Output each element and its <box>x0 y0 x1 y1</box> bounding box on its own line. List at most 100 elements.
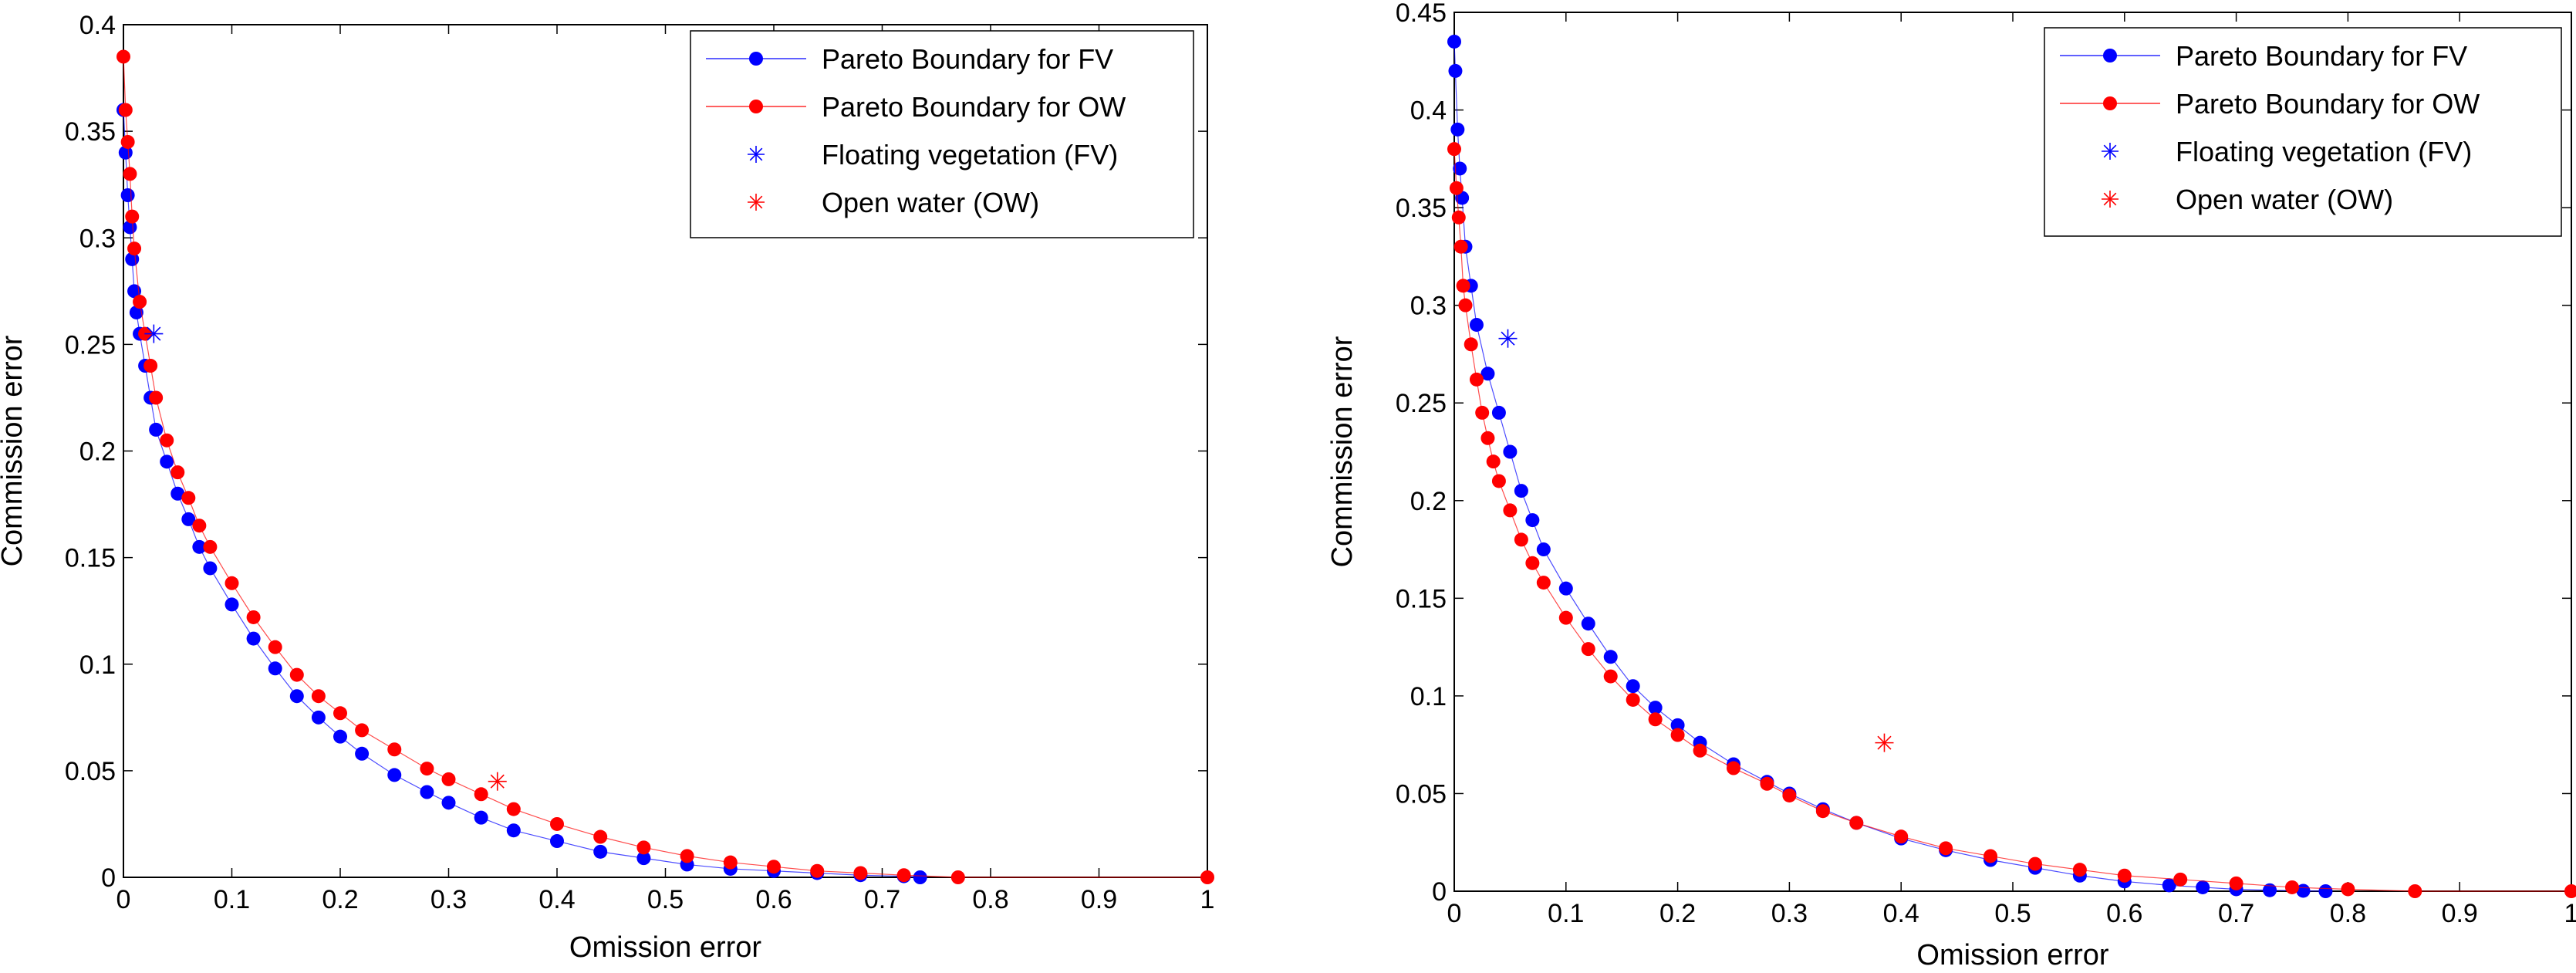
legend-marker <box>749 100 763 113</box>
legend-marker <box>2103 96 2117 110</box>
data-point <box>160 433 174 448</box>
data-point <box>133 295 147 309</box>
star-marker <box>1875 733 1894 752</box>
y-tick-label: 0.15 <box>1396 584 1447 613</box>
y-tick-label: 0 <box>1432 877 1447 907</box>
data-point <box>2117 868 2132 883</box>
legend-label: Pareto Boundary for OW <box>2176 88 2480 120</box>
data-point <box>127 242 142 256</box>
y-tick-label: 0.05 <box>65 757 116 786</box>
data-point <box>2564 884 2576 898</box>
data-point <box>1939 841 1953 856</box>
data-point <box>680 849 694 863</box>
data-point <box>950 870 965 884</box>
x-tick-label: 0.8 <box>2330 899 2366 928</box>
data-point <box>1603 650 1618 664</box>
data-point <box>2027 856 2042 871</box>
data-point <box>1815 804 1830 819</box>
data-point <box>125 209 140 224</box>
x-tick-label: 1 <box>1200 885 1215 914</box>
data-point <box>192 519 207 533</box>
data-point <box>333 729 347 744</box>
star-marker-stroke-3 <box>1501 331 1515 346</box>
data-point <box>1449 181 1464 195</box>
data-point <box>1894 829 1909 844</box>
x-tick-label: 0 <box>116 885 131 914</box>
x-tick-label: 0.9 <box>2442 899 2478 928</box>
legend-label: Floating vegetation (FV) <box>822 139 1118 171</box>
star-marker <box>488 772 507 791</box>
data-point <box>1727 761 1740 775</box>
data-point <box>1503 503 1518 518</box>
data-point <box>2341 882 2355 897</box>
series-floating-vegetation-fv- <box>144 324 164 343</box>
data-point <box>268 640 282 654</box>
legend-label: Open water (OW) <box>822 187 1039 218</box>
y-tick-label: 0 <box>101 863 116 893</box>
x-tick-label: 0 <box>1447 899 1462 928</box>
data-point <box>474 810 488 825</box>
y-tick-label: 0.25 <box>65 330 116 360</box>
data-point <box>1525 513 1540 528</box>
star-marker <box>144 324 164 343</box>
data-point <box>1447 142 1461 157</box>
star-marker <box>1498 329 1518 348</box>
data-point <box>355 723 370 738</box>
data-point <box>2408 884 2422 898</box>
data-point <box>2263 883 2277 897</box>
data-point <box>149 390 164 405</box>
data-point <box>550 816 564 831</box>
data-point <box>149 422 164 437</box>
data-point <box>1451 210 1466 225</box>
legend: Pareto Boundary for FV Pareto Boundary fo… <box>2044 27 2562 237</box>
data-point <box>1200 870 1214 884</box>
x-tick-label: 0.6 <box>2106 899 2142 928</box>
data-point <box>1648 712 1663 727</box>
data-point <box>593 829 608 844</box>
y-tick-label: 0.2 <box>1410 487 1447 516</box>
data-point <box>441 796 456 810</box>
y-tick-label: 0.05 <box>1396 779 1447 809</box>
legend-star <box>748 146 765 163</box>
x-tick-label: 0.2 <box>322 885 358 914</box>
data-point <box>1448 63 1463 78</box>
x-tick-label: 0.3 <box>1771 899 1808 928</box>
data-point <box>1447 34 1461 49</box>
data-point <box>723 855 738 870</box>
data-point <box>1558 581 1573 596</box>
legend-star <box>748 194 765 211</box>
data-point <box>550 834 564 849</box>
legend-star-stroke-3 <box>749 195 763 209</box>
legend-marker <box>749 52 763 66</box>
x-tick-label: 0.3 <box>430 885 467 914</box>
data-point <box>2318 884 2333 898</box>
legend-label: Pareto Boundary for FV <box>822 43 1113 75</box>
data-point <box>181 491 196 505</box>
y-tick-label: 0.35 <box>65 117 116 147</box>
data-point <box>896 868 911 883</box>
x-tick-label: 0.1 <box>214 885 250 914</box>
data-point <box>767 860 781 874</box>
y-tick-label: 0.1 <box>1410 682 1447 711</box>
chart-2: 0 0.1 0.2 0.3 0.4 0.5 0.6 0.7 0.8 0.9 1 0 0.05 0.1 0.1… <box>1326 0 2576 971</box>
data-point <box>1693 743 1707 758</box>
data-point <box>181 512 196 526</box>
series-open-water-ow- <box>488 772 507 791</box>
data-point <box>1581 617 1595 631</box>
data-point <box>1603 669 1618 684</box>
y-tick-label: 0.3 <box>79 224 116 253</box>
x-tick-label: 0.2 <box>1659 899 1696 928</box>
legend-label: Pareto Boundary for OW <box>822 91 1126 123</box>
data-point <box>2173 872 2188 887</box>
data-point <box>192 539 207 554</box>
data-point <box>143 359 158 373</box>
data-point <box>355 746 370 761</box>
legend-label: Floating vegetation (FV) <box>2176 136 2472 167</box>
y-tick-label: 0.4 <box>1410 96 1447 126</box>
data-point <box>1453 239 1468 254</box>
data-point <box>1525 556 1540 570</box>
data-point <box>116 49 130 64</box>
data-point <box>1503 444 1518 459</box>
data-point <box>2285 880 2299 894</box>
